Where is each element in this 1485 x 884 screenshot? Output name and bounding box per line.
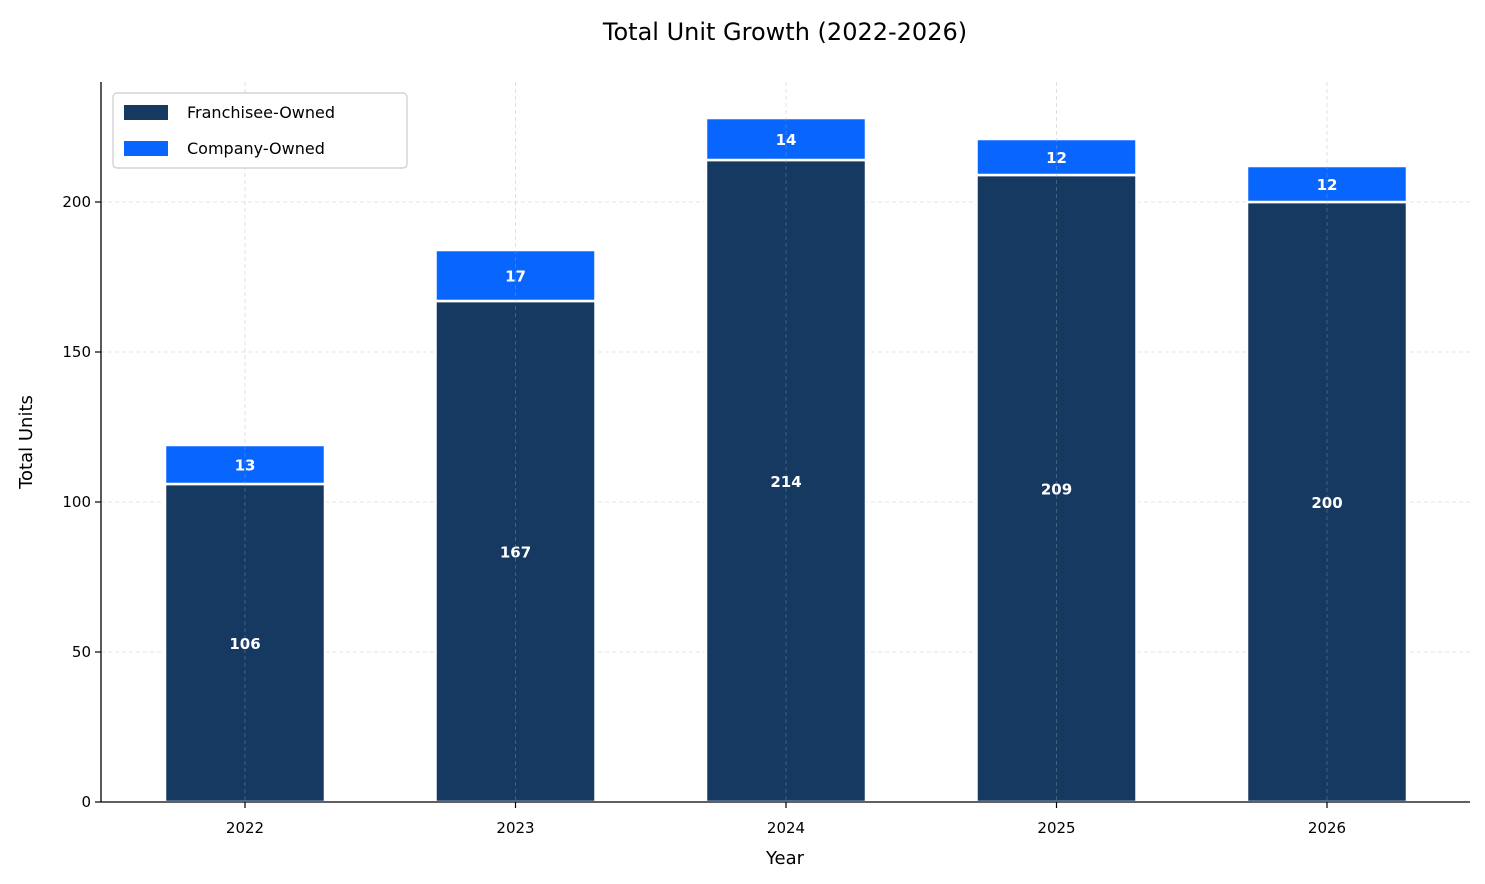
x-tick-label: 2024 bbox=[767, 819, 805, 837]
y-tick-label: 200 bbox=[62, 193, 91, 211]
x-tick-label: 2026 bbox=[1308, 819, 1346, 837]
bar-value-label: 12 bbox=[1046, 149, 1067, 167]
x-tick-label: 2022 bbox=[226, 819, 264, 837]
bars: 106 13 167 17 214 14 209 12 200 12 bbox=[163, 82, 1409, 804]
legend-label: Franchisee-Owned bbox=[187, 103, 335, 122]
legend-swatch bbox=[124, 105, 168, 120]
bar-value-label: 167 bbox=[500, 544, 531, 562]
y-tick-label: 0 bbox=[81, 793, 91, 811]
bar-franchisee-owned-2023 bbox=[434, 299, 597, 804]
y-tick-label: 50 bbox=[72, 643, 91, 661]
bar-value-label: 214 bbox=[770, 473, 801, 491]
bar-franchisee-owned-2022 bbox=[163, 482, 327, 804]
legend-box bbox=[112, 92, 408, 169]
bar-value-label: 13 bbox=[235, 457, 256, 475]
bar-value-label: 17 bbox=[505, 268, 526, 286]
bar-value-label: 12 bbox=[1317, 176, 1338, 194]
bar-value-label: 14 bbox=[776, 131, 797, 149]
bar-company-owned-2026 bbox=[1245, 164, 1409, 204]
bar-company-owned-2024 bbox=[704, 116, 868, 162]
legend: Franchisee-Owned Company-Owned bbox=[112, 92, 408, 169]
y-tick-label: 100 bbox=[62, 493, 91, 511]
bar-value-label: 106 bbox=[229, 635, 260, 653]
legend-label: Company-Owned bbox=[187, 139, 325, 158]
bar-company-owned-2022 bbox=[163, 443, 327, 486]
chart-title: Total Unit Growth (2022-2026) bbox=[602, 18, 967, 46]
bar-value-label: 200 bbox=[1311, 494, 1342, 512]
y-axis-label: Total Units bbox=[16, 395, 37, 490]
bar-company-owned-2025 bbox=[975, 137, 1138, 177]
y-tick-label: 150 bbox=[62, 343, 91, 361]
x-tick-label: 2025 bbox=[1037, 819, 1075, 837]
x-axis-label: Year bbox=[765, 848, 805, 869]
axes: 0 50 100 150 200 2022 2023 2024 2025 2026 bbox=[62, 82, 1470, 837]
bar-value-label: 209 bbox=[1041, 481, 1072, 499]
legend-swatch bbox=[124, 141, 168, 156]
x-tick-label: 2023 bbox=[496, 819, 534, 837]
bar-company-owned-2023 bbox=[434, 248, 597, 303]
